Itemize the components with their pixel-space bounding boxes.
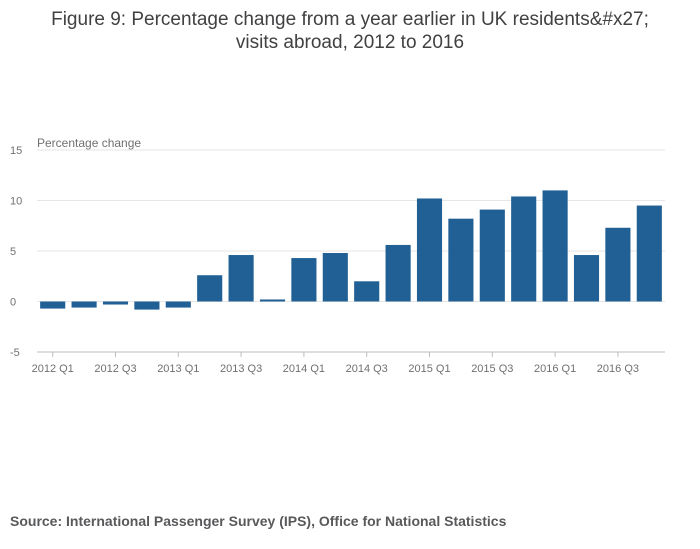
x-tick-label: 2013 Q3 [220, 363, 262, 375]
bar [291, 258, 317, 302]
bar [542, 190, 568, 302]
bar [102, 301, 129, 305]
bars [40, 190, 662, 310]
y-tick-label: 10 [10, 196, 22, 208]
source-note: Source: International Passenger Survey (… [10, 513, 507, 529]
y-tick-label: 0 [10, 297, 16, 309]
bar [479, 209, 505, 302]
chart-title-line-1: Figure 9: Percentage change from a year … [51, 9, 649, 30]
x-tick-label: 2015 Q1 [408, 363, 450, 375]
y-axis-label: Percentage change [37, 136, 141, 150]
bar [322, 253, 348, 302]
bar [165, 301, 191, 308]
bar [416, 198, 443, 302]
bar [228, 255, 254, 302]
bar [511, 196, 537, 302]
y-tick-label: -5 [10, 347, 20, 359]
gridlines [37, 149, 665, 353]
bar [448, 218, 474, 302]
bar [197, 275, 223, 302]
bar [605, 227, 631, 302]
bar [40, 301, 66, 309]
bar [385, 244, 411, 302]
bar [259, 299, 286, 302]
x-tick-label: 2014 Q3 [346, 363, 388, 375]
bar [354, 281, 380, 302]
chart-title: Figure 9: Percentage change from a year … [0, 8, 700, 54]
x-tick-label: 2012 Q1 [32, 363, 74, 375]
x-tick-label: 2014 Q1 [283, 363, 325, 375]
x-tick-label: 2016 Q3 [597, 363, 639, 375]
bar [134, 301, 160, 310]
x-tick-label: 2015 Q3 [471, 363, 513, 375]
chart-title-line-2: visits abroad, 2012 to 2016 [235, 32, 465, 53]
y-tick-label: 15 [10, 145, 22, 157]
bar [636, 205, 662, 302]
x-tick-label: 2016 Q1 [534, 363, 576, 375]
x-tick-label: 2013 Q1 [157, 363, 199, 375]
bar [573, 255, 600, 302]
axes: 15 10 5 0 -5 2012 Q1 2012 Q3 2013 Q1 2013 Q3 2014… [10, 145, 639, 375]
bar [71, 301, 97, 308]
y-tick-label: 5 [10, 246, 16, 258]
x-tick-label: 2012 Q3 [94, 363, 136, 375]
